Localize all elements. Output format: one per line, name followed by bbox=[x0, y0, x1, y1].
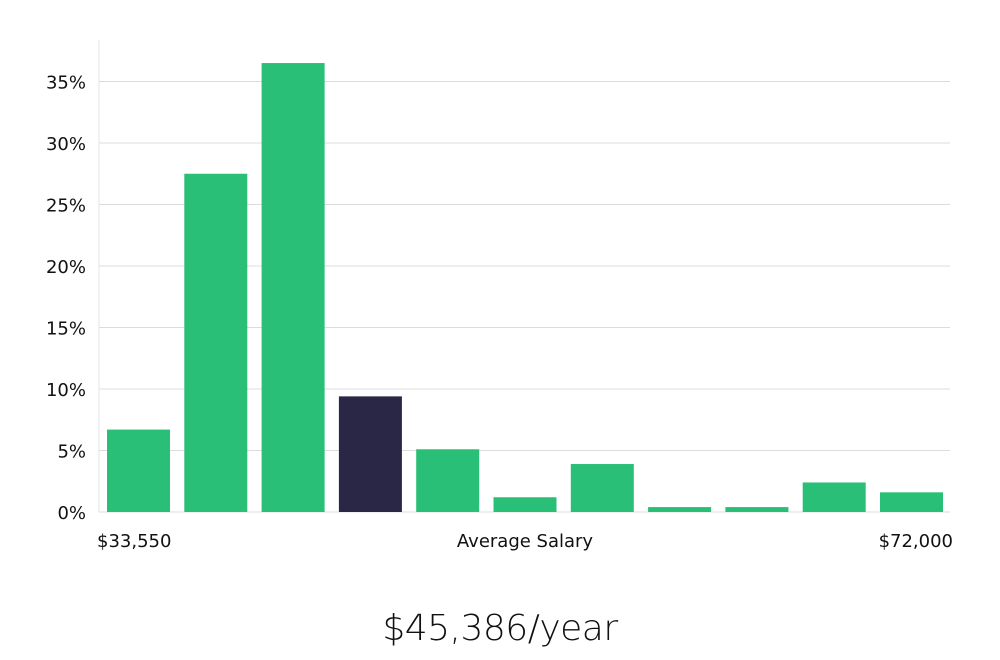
bar-8 bbox=[648, 507, 712, 512]
average-salary-headline: $45,386/year bbox=[382, 608, 618, 649]
y-tick-label-0: 0% bbox=[57, 503, 86, 524]
bar-9 bbox=[725, 507, 789, 512]
bar-1 bbox=[107, 429, 170, 512]
bar-highlight-average bbox=[338, 396, 402, 512]
bar-5 bbox=[416, 449, 480, 512]
bars bbox=[107, 63, 943, 513]
y-axis-ticks: 0% 5% 10% 15% 20% 25% 30% 35% bbox=[46, 73, 86, 525]
y-tick-label-5: 5% bbox=[57, 442, 86, 463]
y-tick-label-15: 15% bbox=[46, 319, 86, 340]
bar-2 bbox=[184, 173, 248, 512]
x-axis-title: Average Salary bbox=[457, 531, 594, 552]
y-tick-label-25: 25% bbox=[46, 196, 86, 217]
bar-10 bbox=[802, 482, 866, 512]
y-tick-label-30: 30% bbox=[46, 134, 86, 155]
bar-3 bbox=[261, 63, 325, 513]
y-tick-label-20: 20% bbox=[46, 257, 86, 278]
bar-7 bbox=[570, 464, 634, 512]
x-axis-start-label: $33,550 bbox=[97, 531, 171, 552]
bar-11 bbox=[880, 492, 943, 512]
x-axis-end-label: $72,000 bbox=[879, 531, 953, 552]
salary-distribution-chart: 0% 5% 10% 15% 20% 25% 30% 35% $33,550 Average S… bbox=[46, 40, 953, 552]
y-tick-label-35: 35% bbox=[46, 73, 86, 94]
bar-6 bbox=[493, 497, 557, 512]
y-tick-label-10: 10% bbox=[46, 380, 86, 401]
